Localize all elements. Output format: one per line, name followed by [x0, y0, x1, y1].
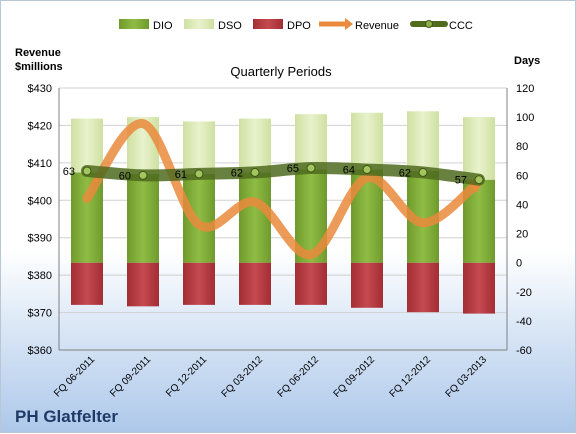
right-tick-label: 120: [516, 83, 534, 95]
bar-dpo: [295, 262, 327, 305]
right-tick-label: 80: [516, 141, 528, 153]
legend: DIO DSO DPO Revenue CCC: [119, 18, 473, 32]
bar-dpo: [183, 262, 215, 305]
legend-label-dio: DIO: [153, 20, 173, 32]
right-tick-label: 20: [516, 229, 528, 241]
right-tick-label: 0: [516, 258, 522, 270]
bar-dio: [239, 172, 271, 263]
right-tick-label: 100: [516, 112, 534, 124]
ccc-data-label: 60: [119, 170, 131, 182]
right-tick-label: 40: [516, 199, 528, 211]
left-tick-label: $400: [28, 195, 52, 207]
ccc-point: [418, 167, 428, 177]
x-tick-label: FQ 06-2011: [52, 354, 97, 399]
left-tick-label: $430: [28, 83, 52, 95]
ccc-data-label: 62: [231, 167, 243, 179]
left-axis-label-line2: $millions: [15, 61, 63, 73]
left-axis-label-line1: Revenue: [15, 47, 61, 59]
ccc-point: [138, 170, 148, 180]
x-tick-label: FQ 03-2013: [444, 354, 490, 400]
bar-dso: [71, 118, 103, 173]
bar-dpo: [71, 262, 103, 305]
legend-marker-ccc: [425, 20, 433, 28]
left-tick-label: $380: [28, 270, 52, 282]
right-tick-label: -60: [516, 345, 532, 357]
x-tick-label: FQ 09-2011: [108, 354, 153, 399]
legend-swatch-dio: [119, 19, 149, 29]
bar-dpo: [239, 262, 271, 305]
ccc-point: [82, 166, 92, 176]
ccc-point: [250, 167, 260, 177]
bar-dso: [295, 114, 327, 170]
bar-dpo: [351, 262, 383, 308]
bar-dpo: [407, 262, 439, 313]
ccc-line: [81, 161, 485, 186]
axes-group: $430 $420 $410 $400 $390 $380 $370 $360 120 100 80…: [28, 83, 535, 400]
x-tick-label: FQ 03-2012: [220, 354, 266, 400]
x-tick-label: FQ 12-2012: [388, 354, 434, 400]
bars-group: [71, 111, 495, 314]
left-tick-label: $390: [28, 233, 52, 245]
right-tick-label: 60: [516, 170, 528, 182]
company-name: PH Glatfelter: [15, 407, 118, 426]
ccc-data-label: 61: [175, 169, 187, 181]
left-tick-label: $370: [28, 308, 52, 320]
right-tick-label: -20: [516, 287, 532, 299]
legend-label-revenue: Revenue: [355, 20, 399, 32]
bar-dio: [127, 173, 159, 263]
legend-arrow-revenue: [345, 18, 353, 30]
ccc-data-label: 62: [399, 167, 411, 179]
left-tick-label: $420: [28, 120, 52, 132]
bar-dso: [351, 112, 383, 170]
revenue-line: [82, 119, 484, 260]
x-tick-label: FQ 06-2012: [276, 354, 322, 400]
right-axis-label: Days: [514, 55, 540, 67]
ccc-line-group: 63 60 61 62 65 64 62 57: [63, 161, 485, 187]
ccc-point: [306, 163, 316, 173]
bar-dpo: [463, 262, 495, 314]
ccc-data-label: 63: [63, 166, 75, 178]
ccc-point: [474, 175, 484, 185]
chart-title: Quarterly Periods: [230, 64, 332, 79]
legend-swatch-dpo: [253, 19, 283, 29]
legend-label-dso: DSO: [218, 20, 242, 32]
bar-dso: [463, 117, 495, 180]
right-tick-label: -40: [516, 316, 532, 328]
legend-label-ccc: CCC: [449, 20, 473, 32]
legend-swatch-dso: [184, 19, 214, 29]
left-tick-label: $410: [28, 158, 52, 170]
bar-dso: [183, 121, 215, 174]
bar-dso: [407, 111, 439, 171]
ccc-point: [362, 165, 372, 175]
ccc-data-label: 65: [287, 163, 299, 175]
legend-label-dpo: DPO: [287, 20, 311, 32]
x-tick-label: FQ 09-2012: [332, 354, 378, 400]
ccc-point: [194, 169, 204, 179]
left-tick-label: $360: [28, 345, 52, 357]
ccc-data-label: 57: [455, 175, 467, 187]
x-tick-label: FQ 12-2011: [164, 354, 209, 399]
bar-dso: [239, 118, 271, 173]
bar-dpo: [127, 262, 159, 307]
ccc-data-label: 64: [343, 165, 355, 177]
